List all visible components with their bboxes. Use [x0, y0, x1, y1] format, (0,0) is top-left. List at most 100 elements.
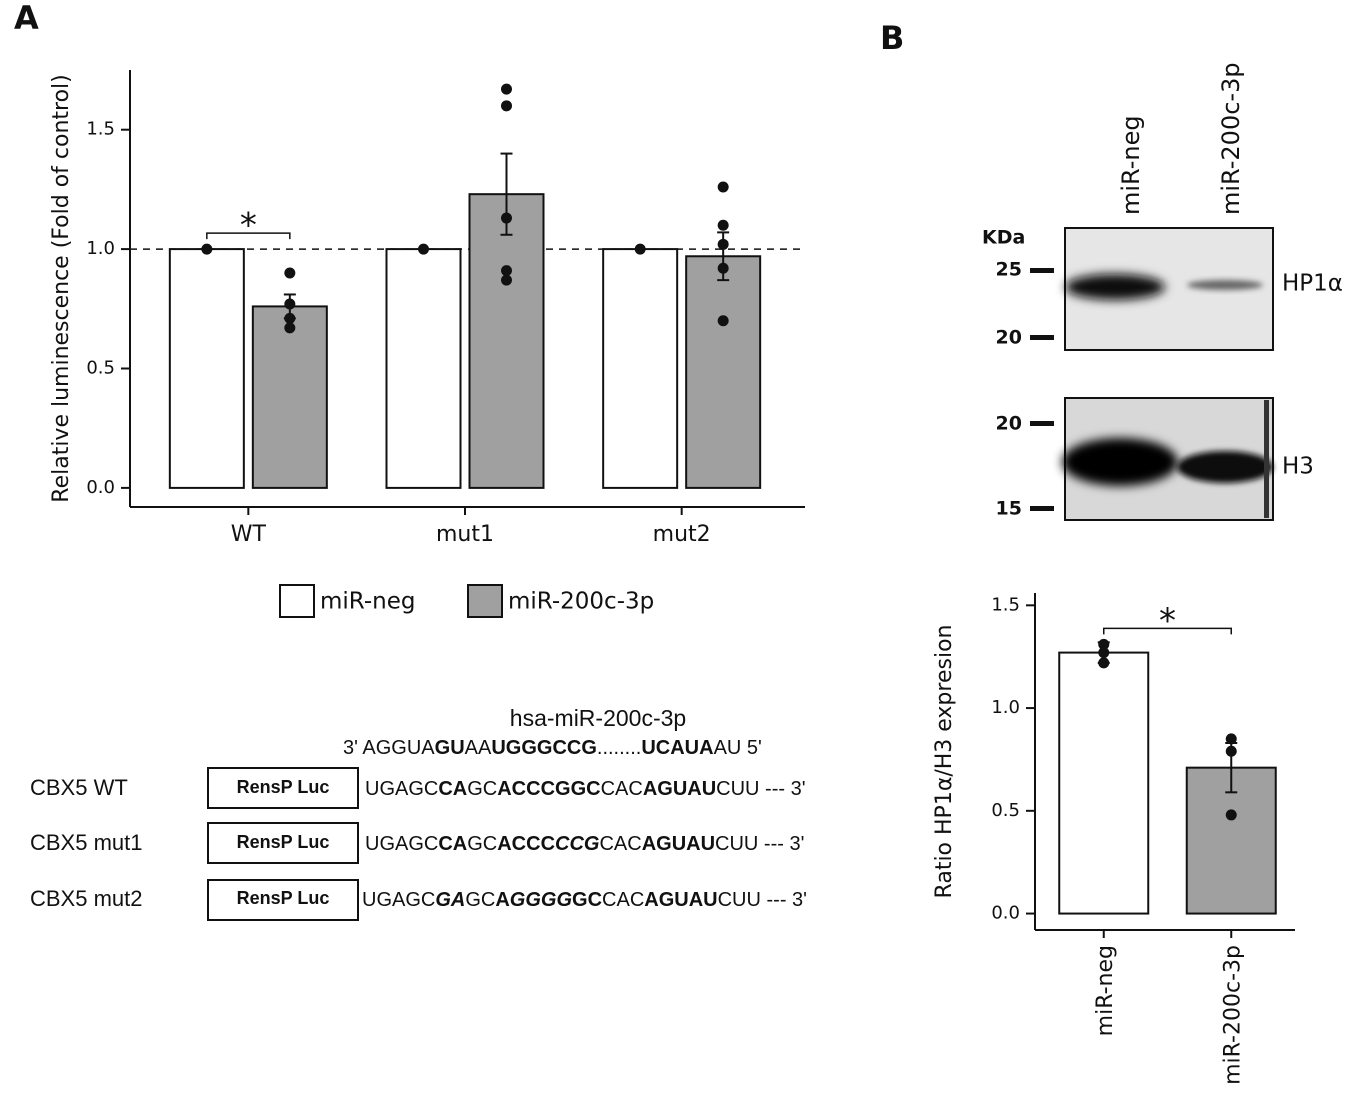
- lane-label: miR-neg: [1117, 115, 1145, 215]
- sequence-segment: GU: [435, 737, 465, 759]
- blot-edge: [1264, 400, 1269, 518]
- y-tick-label: 1.0: [991, 697, 1020, 718]
- sequence-segment: AGUAU: [644, 889, 717, 911]
- marker-label: 20: [996, 413, 1022, 435]
- marker-label: 15: [996, 498, 1022, 520]
- sequence-segment: UGAGC: [365, 833, 438, 855]
- y-axis-label: Relative luminescence (Fold of control): [49, 74, 74, 502]
- legend-swatch: [467, 584, 503, 618]
- construct-name: CBX5 mut1: [30, 830, 143, 855]
- data-point: [284, 322, 296, 334]
- marker-dash: [1030, 421, 1054, 426]
- y-tick-label: 0.0: [991, 903, 1020, 924]
- data-point: [201, 243, 213, 255]
- data-point: [284, 267, 296, 279]
- band: [1065, 274, 1165, 300]
- mirna-sequence: 3' AGGUAGUAAUGGGCCG........UCAUAAU 5': [343, 737, 762, 759]
- sequence-segment: GGGG: [510, 889, 572, 911]
- marker-dash: [1030, 335, 1054, 340]
- y-tick-label: 1.5: [86, 119, 115, 140]
- y-tick-label: 0.5: [991, 800, 1020, 821]
- significance-label: *: [1159, 601, 1176, 641]
- sequence-segment: UCAUA: [641, 737, 713, 759]
- construct-name: CBX5 mut2: [30, 886, 143, 911]
- bar: [168, 248, 245, 489]
- x-tick-label: miR-200c-3p: [1220, 945, 1245, 1085]
- sequence-segment: CA: [438, 833, 467, 855]
- sequence-segment: AU 5': [714, 737, 762, 759]
- sequence-segment: UGGGCCG: [491, 737, 597, 759]
- y-tick-label: 0.5: [86, 357, 115, 378]
- x-tick-label: miR-neg: [1093, 945, 1118, 1036]
- data-point: [1098, 638, 1110, 650]
- sequence-segment: CA: [438, 778, 467, 800]
- sequence-segment: CUU --- 3': [716, 778, 805, 800]
- marker-dash: [1030, 268, 1054, 273]
- data-point: [501, 212, 512, 224]
- sequence-diagram: hsa-miR-200c-3p 3' AGGUAGUAAUGGGCCG.....…: [30, 705, 807, 921]
- sequence-segment: CUU --- 3': [718, 889, 807, 911]
- bar: [385, 248, 462, 489]
- band: [1187, 280, 1263, 290]
- construct-sequence: UGAGCCAGCACCCCCGCACAGUAUCUU --- 3': [365, 833, 804, 855]
- sequence-segment: ........: [597, 737, 641, 759]
- protein-label: H3: [1282, 454, 1314, 480]
- sequence-segment: AGUAU: [642, 833, 715, 855]
- sequence-segment: GC: [465, 889, 495, 911]
- marker-label: 25: [996, 259, 1022, 281]
- sequence-segment: AGUAU: [643, 778, 716, 800]
- x-tick-label: mut2: [653, 522, 711, 547]
- data-point: [634, 243, 646, 255]
- data-point: [418, 243, 429, 255]
- x-tick-label: mut1: [436, 522, 494, 547]
- bar: [251, 305, 328, 489]
- band: [1062, 438, 1178, 486]
- band: [1177, 451, 1273, 483]
- sequence-segment: CUU --- 3': [715, 833, 804, 855]
- data-point: [717, 181, 729, 193]
- data-point: [1225, 809, 1237, 821]
- y-tick-label: 1.5: [991, 594, 1020, 615]
- protein-label: HP1α: [1282, 271, 1343, 297]
- significance-bracket: [1103, 627, 1232, 635]
- unit-label: KDa: [982, 227, 1025, 249]
- sequence-segment: GA: [435, 889, 465, 911]
- bar: [1058, 651, 1150, 915]
- lane-label: miR-200c-3p: [1217, 62, 1245, 215]
- data-point: [501, 83, 512, 95]
- sequence-segment: CAC: [602, 889, 644, 911]
- reporter-label: RensP Luc: [237, 777, 330, 797]
- bar: [602, 248, 679, 489]
- sequence-segment: CCG: [555, 833, 599, 855]
- construct-sequence: UGAGCGAGCAGGGGGCCACAGUAUCUU --- 3': [362, 889, 807, 911]
- data-point: [501, 265, 512, 277]
- sequence-segment: GC: [572, 889, 602, 911]
- data-point: [284, 312, 296, 324]
- mirna-name: hsa-miR-200c-3p: [510, 705, 686, 731]
- data-point: [717, 238, 729, 250]
- legend-label: miR-neg: [320, 589, 415, 615]
- data-point: [1225, 733, 1237, 745]
- y-axis-label: Ratio HP1α/H3 expresion: [932, 625, 957, 899]
- bar: [468, 193, 545, 489]
- sequence-segment: AA: [465, 737, 492, 759]
- sequence-segment: GC: [467, 778, 497, 800]
- sequence-segment: ACCC: [497, 833, 555, 855]
- data-point: [717, 262, 729, 274]
- panel-label: A: [14, 0, 39, 37]
- reporter-label: RensP Luc: [237, 888, 330, 908]
- sequence-segment: 3' AGGUA: [343, 737, 435, 759]
- data-point: [717, 219, 729, 231]
- y-tick-label: 0.0: [86, 477, 115, 498]
- reporter-box: [207, 822, 359, 864]
- x-tick-label: WT: [231, 522, 267, 547]
- y-tick-label: 1.0: [86, 238, 115, 259]
- construct-name: CBX5 WT: [30, 775, 128, 800]
- sequence-segment: GC: [467, 833, 497, 855]
- marker-label: 20: [996, 327, 1022, 349]
- significance-bracket: [206, 232, 291, 240]
- panel-label: B: [880, 19, 904, 57]
- legend-label: miR-200c-3p: [508, 589, 654, 615]
